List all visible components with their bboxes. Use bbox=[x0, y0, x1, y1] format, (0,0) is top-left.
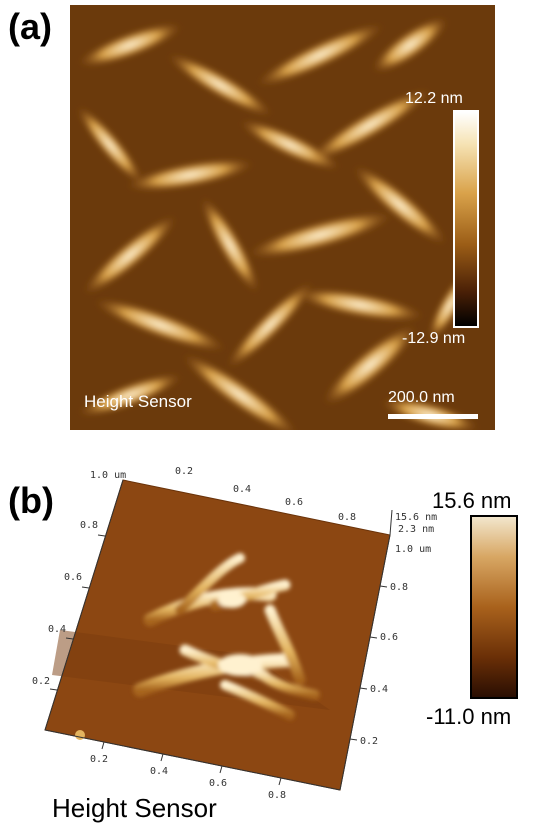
tick-top-5: 0.8 bbox=[338, 512, 356, 523]
afm-texture-a bbox=[70, 5, 495, 430]
tick-top-4: 0.6 bbox=[285, 497, 303, 508]
colorbar-b bbox=[470, 515, 518, 699]
z-tick-mid: 2.3 nm bbox=[398, 524, 434, 535]
colorbar-a bbox=[453, 110, 479, 328]
colorbar-b-min: -11.0 nm bbox=[426, 704, 512, 729]
afm-3d-panel-b: 1.0 um 0.2 0.4 0.6 0.8 0.8 0.6 0.4 0.2 1… bbox=[0, 440, 544, 826]
scale-bar-label-a: 200.0 nm bbox=[388, 389, 455, 406]
panel-b-label: (b) bbox=[8, 480, 54, 521]
tick-right-2: 0.8 bbox=[390, 582, 408, 593]
colorbar-a-min: -12.9 nm bbox=[402, 330, 466, 347]
tick-bottom-3: 0.6 bbox=[209, 778, 227, 789]
tick-top-3: 0.4 bbox=[233, 484, 251, 495]
afm-3d-view-b: 1.0 um 0.2 0.4 0.6 0.8 0.8 0.6 0.4 0.2 1… bbox=[32, 466, 437, 801]
tick-right-3: 0.6 bbox=[380, 632, 398, 643]
channel-label-b: Height Sensor bbox=[52, 793, 217, 823]
tick-bottom-4: 0.8 bbox=[268, 790, 286, 801]
scale-bar-a bbox=[388, 414, 478, 419]
tick-bottom-2: 0.4 bbox=[150, 766, 168, 777]
colorbar-b-max: 15.6 nm bbox=[432, 488, 512, 513]
tick-top-2: 0.2 bbox=[175, 466, 193, 477]
tick-right-4: 0.4 bbox=[370, 684, 388, 695]
tick-left-2: 0.6 bbox=[64, 572, 82, 583]
tick-bottom-1: 0.2 bbox=[90, 754, 108, 765]
tick-left-1: 0.8 bbox=[80, 520, 98, 531]
afm-height-image-a bbox=[70, 5, 495, 430]
tick-left-4: 0.2 bbox=[32, 676, 50, 687]
tick-left-3: 0.4 bbox=[48, 624, 66, 635]
tick-right-5: 0.2 bbox=[360, 736, 378, 747]
panel-a-label: (a) bbox=[8, 6, 52, 47]
z-tick-max: 15.6 nm bbox=[395, 512, 437, 523]
tick-top-1: 1.0 um bbox=[90, 470, 126, 481]
tick-right-1: 1.0 um bbox=[395, 544, 431, 555]
channel-label-a: Height Sensor bbox=[84, 392, 192, 411]
colorbar-a-max: 12.2 nm bbox=[405, 90, 463, 107]
